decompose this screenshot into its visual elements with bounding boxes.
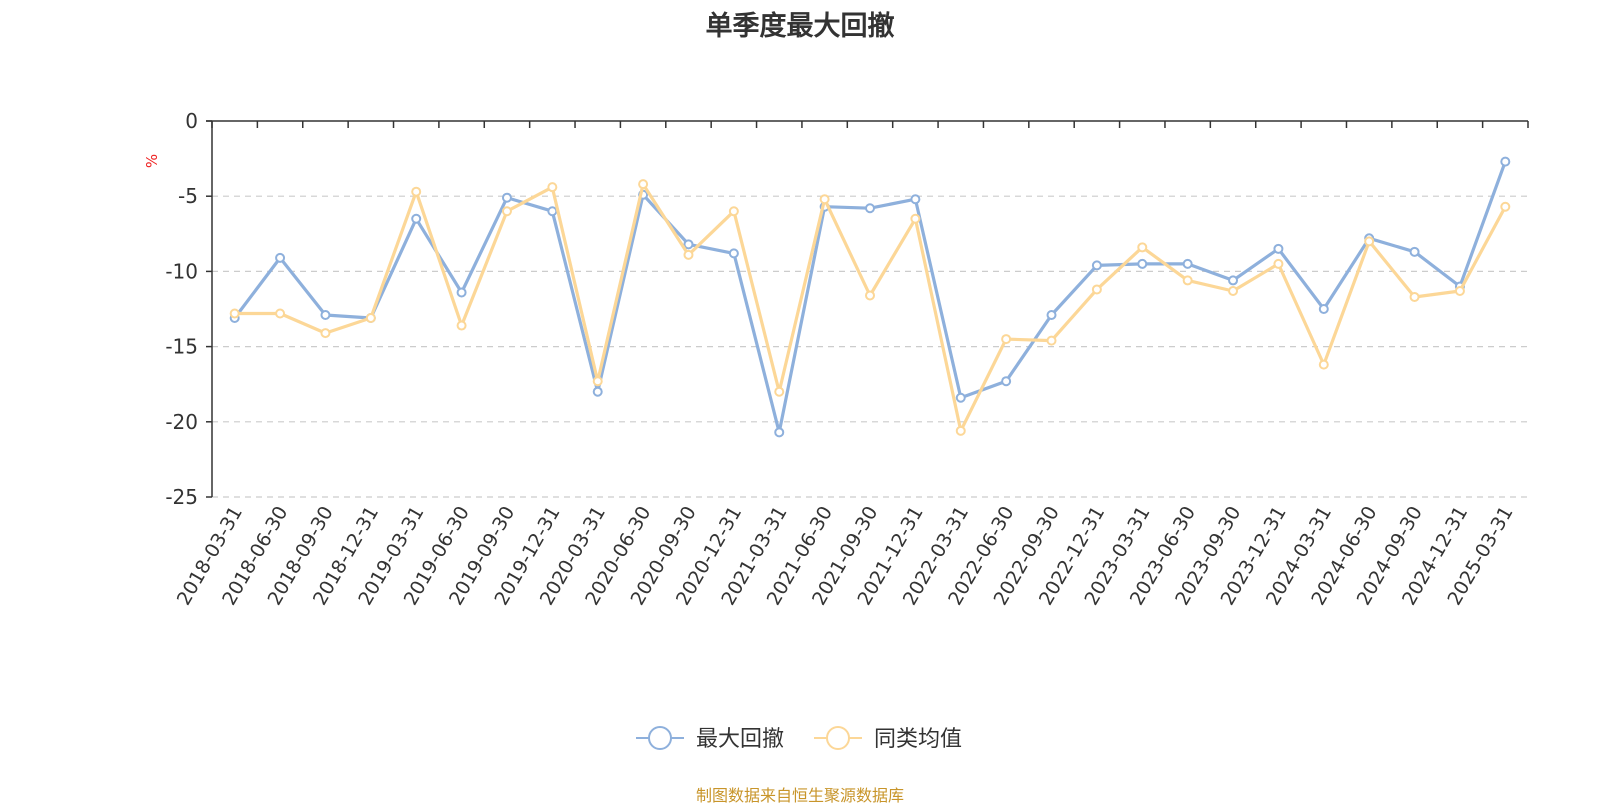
data-point (1091, 284, 1102, 295)
data-point (728, 248, 739, 259)
data-point (1454, 285, 1465, 296)
data-point (1137, 258, 1148, 269)
data-point (411, 186, 422, 197)
legend-label: 最大回撤 (696, 727, 784, 752)
data-point (320, 328, 331, 339)
y-tick-label: -25 (165, 485, 198, 509)
y-tick-label: -10 (165, 259, 198, 283)
data-point (1001, 334, 1012, 345)
data-point (728, 206, 739, 217)
data-point (501, 192, 512, 203)
data-point (592, 386, 603, 397)
legend-item: 最大回撤 (636, 726, 784, 752)
data-point (229, 308, 240, 319)
data-point (1409, 246, 1420, 257)
data-point (547, 182, 558, 193)
chart-title: 单季度最大回撤 (705, 11, 895, 42)
data-point (275, 252, 286, 263)
series-2 (229, 179, 1511, 436)
data-point (1500, 156, 1511, 167)
y-tick-label: -20 (165, 410, 198, 434)
data-point (1182, 275, 1193, 286)
data-point (1137, 242, 1148, 253)
data-point (683, 249, 694, 260)
y-tick-label: 0 (185, 109, 198, 133)
data-point (547, 206, 558, 217)
data-point (955, 392, 966, 403)
data-point (1182, 258, 1193, 269)
data-point (1228, 275, 1239, 286)
data-point (365, 313, 376, 324)
data-point (275, 308, 286, 319)
data-point (411, 213, 422, 224)
legend-marker (648, 726, 672, 750)
data-point (456, 320, 467, 331)
data-point (1091, 260, 1102, 271)
data-point (1500, 201, 1511, 212)
data-point (501, 206, 512, 217)
y-tick-label: -5 (178, 184, 198, 208)
data-point (774, 386, 785, 397)
legend-label: 同类均值 (874, 727, 962, 752)
data-point (1001, 376, 1012, 387)
data-point (955, 425, 966, 436)
data-point (1228, 285, 1239, 296)
data-point (683, 239, 694, 250)
data-point (1364, 236, 1375, 247)
data-point (1273, 243, 1284, 254)
legend-marker (826, 726, 850, 750)
legend-item: 同类均值 (814, 726, 962, 752)
data-point (638, 179, 649, 190)
data-point (1046, 335, 1057, 346)
y-axis-label: % (143, 154, 161, 168)
data-point (1409, 291, 1420, 302)
data-point (456, 287, 467, 298)
source-note: 制图数据来自恒生聚源数据库 (695, 786, 904, 805)
data-point (1046, 310, 1057, 321)
data-point (910, 213, 921, 224)
y-tick-label: -15 (165, 335, 198, 359)
data-point (774, 427, 785, 438)
data-point (865, 290, 875, 301)
data-point (865, 203, 875, 214)
data-point (1318, 359, 1329, 370)
data-point (819, 194, 830, 205)
data-point (320, 310, 331, 321)
data-point (910, 194, 921, 205)
series-line (233, 182, 1507, 433)
data-point (592, 376, 603, 387)
data-point (1318, 304, 1329, 314)
data-point (1273, 258, 1284, 269)
